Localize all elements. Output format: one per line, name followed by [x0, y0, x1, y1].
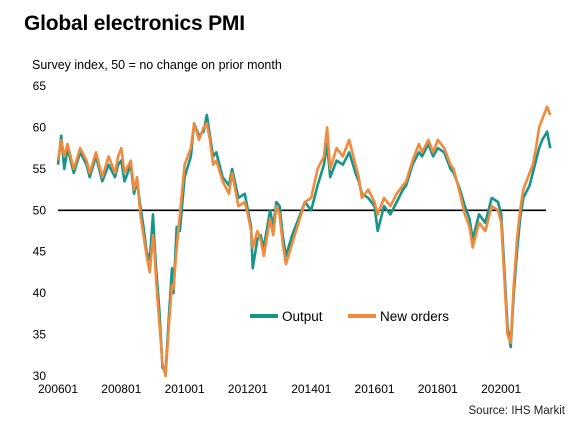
x-tick-label: 201601	[355, 382, 395, 396]
series-lines	[56, 105, 552, 378]
chart-subtitle: Survey index, 50 = no change on prior mo…	[32, 58, 282, 72]
x-tick-label: 201401	[291, 382, 331, 396]
series-line-output	[56, 113, 552, 374]
chart-title: Global electronics PMI	[24, 12, 245, 35]
y-tick-label: 50	[33, 203, 47, 217]
y-tick-label: 55	[33, 162, 47, 176]
legend-label-output: Output	[282, 309, 323, 324]
x-tick-label: 200801	[101, 382, 141, 396]
x-tick-label: 201801	[418, 382, 458, 396]
x-tick-label: 202001	[481, 382, 521, 396]
y-tick-label: 35	[33, 328, 47, 342]
x-tick-label: 200601	[38, 382, 78, 396]
y-tick-label: 40	[33, 286, 47, 300]
y-tick-label: 65	[33, 79, 47, 93]
y-tick-label: 45	[33, 245, 47, 259]
legend: Output New orders	[250, 309, 449, 324]
x-tick-label: 201201	[228, 382, 268, 396]
y-tick-label: 60	[33, 120, 47, 134]
source-note: Source: IHS Markit	[468, 405, 566, 417]
x-axis-ticks: 200601 200801 201001 201201 201401 201601 2018…	[38, 382, 522, 396]
series-line-new-orders	[56, 105, 552, 378]
x-tick-label: 201001	[165, 382, 205, 396]
y-tick-label: 30	[33, 369, 47, 383]
y-axis-ticks: 30 35 40 45 50 55 60 65	[33, 79, 47, 383]
legend-label-new-orders: New orders	[380, 309, 449, 324]
